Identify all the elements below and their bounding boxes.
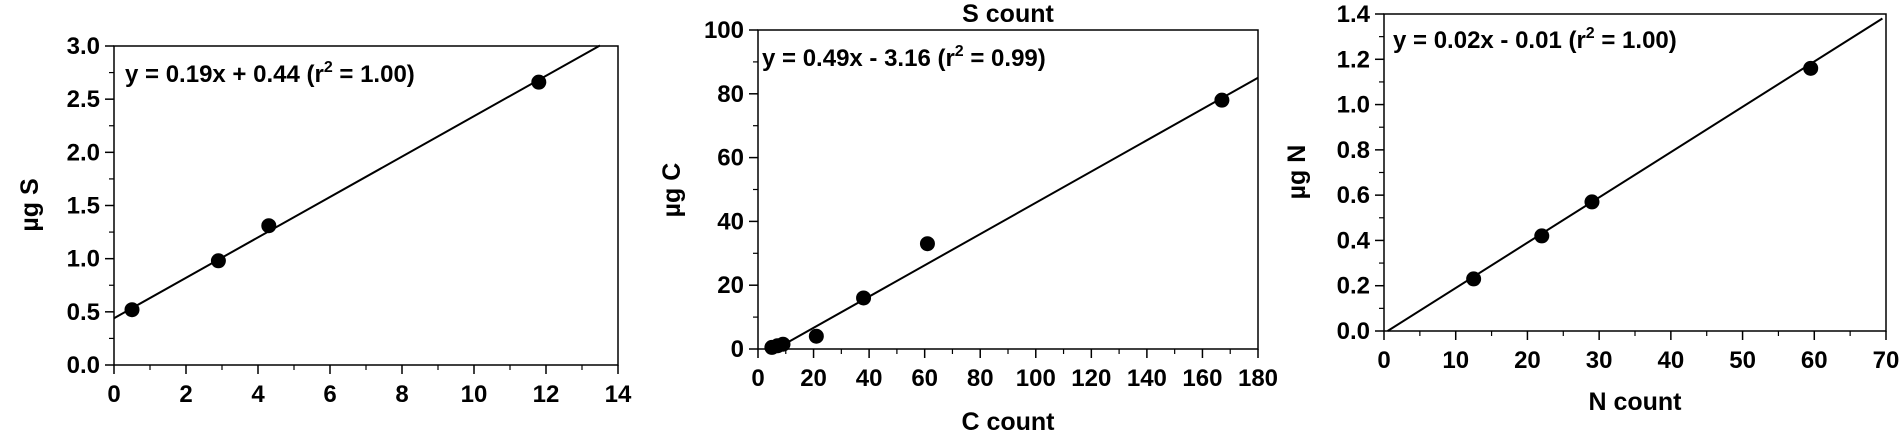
chart-3: 0.0 0.2 0.4 0.6 0.8 1.0 1.2 1.4 0 10 20 30 40 50 60 70 y… bbox=[1283, 1, 1899, 416]
x-tick-label: 60 bbox=[1801, 347, 1828, 374]
x-tick-label: 6 bbox=[323, 381, 336, 408]
y-tick-label: 1.0 bbox=[67, 246, 100, 273]
y-tick-label: 0.5 bbox=[67, 299, 100, 326]
data-point bbox=[531, 74, 547, 90]
y-tick-label: 80 bbox=[717, 81, 744, 108]
y-tick-label: 20 bbox=[717, 272, 744, 299]
x-tick-label: 80 bbox=[967, 365, 994, 392]
data-point bbox=[1803, 60, 1819, 76]
y-tick-label: 0.2 bbox=[1337, 273, 1370, 300]
x-tick-label: 120 bbox=[1071, 365, 1111, 392]
data-point bbox=[808, 328, 824, 344]
y-tick-label: 40 bbox=[717, 208, 744, 235]
plot-frame bbox=[757, 29, 1259, 350]
y-tick-label: 0.0 bbox=[1337, 318, 1370, 345]
x-tick-label: 10 bbox=[461, 381, 488, 408]
x-tick-label: 160 bbox=[1182, 365, 1222, 392]
x-tick-label: 50 bbox=[1729, 347, 1756, 374]
data-point bbox=[1214, 92, 1230, 108]
x-tick-label: 20 bbox=[800, 365, 827, 392]
y-tick-label: 100 bbox=[704, 17, 744, 44]
data-point bbox=[124, 302, 140, 318]
x-tick-label: 30 bbox=[1586, 347, 1613, 374]
chart-2: 0 20 40 60 80 100 0 20 40 60 80 100 120 140 160 180 y = … bbox=[658, 0, 1278, 436]
x-tick-label: 40 bbox=[1658, 347, 1685, 374]
data-point bbox=[261, 218, 277, 234]
y-axis-label: µg S bbox=[16, 178, 44, 231]
x-axis-label: N count bbox=[1588, 388, 1682, 416]
data-point bbox=[919, 236, 935, 252]
y-tick-label: 60 bbox=[717, 145, 744, 172]
x-tick-label: 100 bbox=[1016, 365, 1056, 392]
y-tick-label: 2.5 bbox=[67, 86, 100, 113]
y-tick-label: 0.8 bbox=[1337, 137, 1370, 164]
x-tick-label: 0 bbox=[1377, 347, 1390, 374]
x-tick-label: 0 bbox=[107, 381, 120, 408]
x-tick-label: 8 bbox=[395, 381, 408, 408]
x-tick-label: 70 bbox=[1873, 347, 1900, 374]
x-tick-label: 10 bbox=[1442, 347, 1469, 374]
y-tick-label: 1.4 bbox=[1337, 1, 1371, 28]
data-point bbox=[856, 290, 872, 306]
y-tick-label: 3.0 bbox=[67, 33, 100, 60]
data-point bbox=[1584, 194, 1600, 210]
plot-frame bbox=[113, 45, 619, 366]
y-tick-label: 0.4 bbox=[1337, 227, 1371, 254]
x-tick-label: 40 bbox=[856, 365, 883, 392]
x-tick-label: 20 bbox=[1514, 347, 1541, 374]
x-tick-label: 2 bbox=[179, 381, 192, 408]
y-tick-label: 1.5 bbox=[67, 193, 100, 220]
x-tick-label: 4 bbox=[251, 381, 265, 408]
regression-line bbox=[775, 76, 1259, 350]
y-tick-label: 2.0 bbox=[67, 139, 100, 166]
y-axis-label: µg C bbox=[658, 163, 686, 218]
y-tick-label: 0.0 bbox=[67, 352, 100, 379]
x-tick-label: 60 bbox=[911, 365, 938, 392]
y-tick-label: 1.2 bbox=[1337, 46, 1370, 73]
x-tick-label: 12 bbox=[533, 381, 560, 408]
x-tick-label: 14 bbox=[605, 381, 632, 408]
regression-equation: y = 0.49x - 3.16 (r2 = 0.99) bbox=[762, 43, 1046, 72]
y-tick-label: 0 bbox=[731, 336, 744, 363]
y-tick-label: 1.0 bbox=[1337, 92, 1370, 119]
x-tick-label: 0 bbox=[751, 365, 764, 392]
chart-1: 0.0 0.5 1.0 1.5 2.0 2.5 3.0 0 2 4 6 8 10 12 14 y = 0.19… bbox=[16, 33, 632, 408]
x-axis-label: C count bbox=[961, 408, 1055, 436]
regression-equation: y = 0.02x - 0.01 (r2 = 1.00) bbox=[1393, 25, 1677, 54]
data-point bbox=[1466, 271, 1482, 287]
y-tick-label: 0.6 bbox=[1337, 182, 1370, 209]
x-tick-label: 140 bbox=[1127, 365, 1167, 392]
y-axis-label: µg N bbox=[1283, 145, 1311, 200]
data-point bbox=[775, 336, 791, 352]
chart-title: S count bbox=[962, 0, 1054, 28]
regression-equation: y = 0.19x + 0.44 (r2 = 1.00) bbox=[125, 59, 415, 88]
regression-line bbox=[113, 44, 601, 320]
data-point bbox=[1534, 228, 1550, 244]
x-tick-label: 180 bbox=[1238, 365, 1278, 392]
data-point bbox=[210, 253, 226, 269]
